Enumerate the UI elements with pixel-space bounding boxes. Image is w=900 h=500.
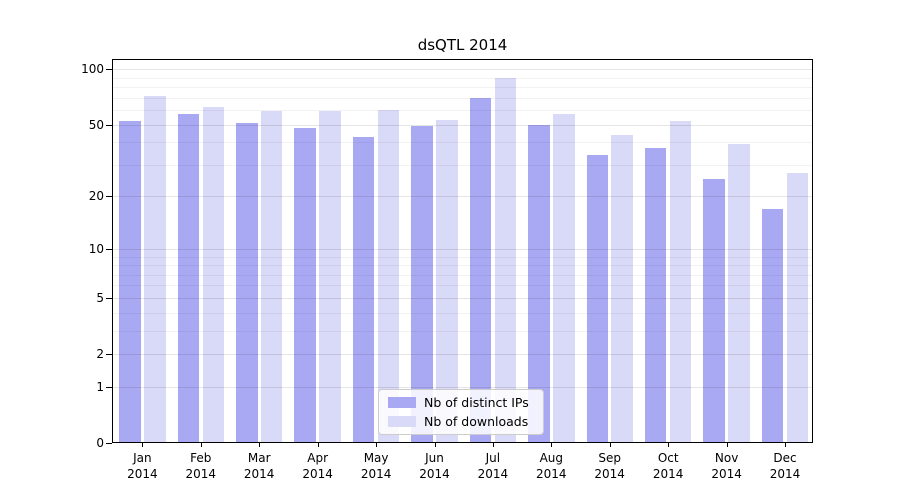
x-tick bbox=[726, 443, 728, 447]
bar-downloads-may bbox=[377, 110, 400, 443]
x-tick-label: Sep 2014 bbox=[594, 451, 625, 481]
chart-title: dsQTL 2014 bbox=[417, 36, 508, 54]
x-tick bbox=[434, 443, 436, 447]
y-tick bbox=[106, 386, 112, 388]
legend-swatch bbox=[388, 397, 416, 408]
legend: Nb of distinct IPs Nb of downloads bbox=[378, 389, 544, 435]
legend-item: Nb of distinct IPs bbox=[388, 395, 534, 410]
bar-downloads-oct bbox=[669, 121, 692, 443]
bar-downloads-jan bbox=[144, 95, 166, 443]
legend-swatch bbox=[388, 416, 416, 427]
plot-area bbox=[112, 59, 813, 443]
x-tick-label: Nov 2014 bbox=[711, 451, 742, 481]
bar-downloads-mar bbox=[260, 111, 283, 443]
y-tick-label: 1 bbox=[96, 379, 104, 394]
bar-distinct-ips-jun bbox=[411, 126, 433, 443]
bar-distinct-ips-oct bbox=[644, 148, 667, 443]
bar-downloads-jul bbox=[494, 77, 517, 443]
x-tick-label: Mar 2014 bbox=[243, 451, 275, 481]
bar-distinct-ips-mar bbox=[236, 122, 258, 443]
x-tick-label: Apr 2014 bbox=[302, 451, 333, 481]
bar-downloads-dec bbox=[786, 173, 809, 443]
x-tick bbox=[551, 443, 553, 447]
y-tick bbox=[106, 124, 112, 126]
y-tick bbox=[106, 354, 112, 355]
y-tick bbox=[106, 69, 112, 71]
y-tick-label: 5 bbox=[96, 290, 104, 305]
bar-distinct-ips-apr bbox=[294, 127, 316, 443]
bar-downloads-nov bbox=[728, 144, 750, 443]
legend-item: Nb of downloads bbox=[388, 414, 534, 429]
bar-downloads-sep bbox=[611, 134, 633, 443]
y-tick-label: 10 bbox=[88, 241, 104, 256]
major-gridline bbox=[112, 69, 813, 71]
bar-downloads-apr bbox=[319, 111, 341, 443]
x-tick bbox=[376, 443, 378, 447]
bar-distinct-ips-dec bbox=[761, 208, 784, 443]
bar-distinct-ips-jul bbox=[469, 97, 492, 443]
x-tick bbox=[785, 443, 786, 447]
x-tick bbox=[317, 443, 319, 447]
x-tick bbox=[200, 443, 202, 447]
x-tick bbox=[609, 443, 611, 447]
legend-label: Nb of downloads bbox=[424, 414, 529, 429]
y-tick-label: 0 bbox=[96, 436, 104, 450]
bar-downloads-feb bbox=[202, 107, 225, 443]
x-tick-label: May 2014 bbox=[360, 451, 392, 481]
y-tick-label: 2 bbox=[96, 347, 104, 361]
bar-distinct-ips-jan bbox=[119, 121, 141, 443]
minor-gridline bbox=[112, 77, 813, 79]
x-tick bbox=[668, 443, 670, 447]
y-tick bbox=[106, 196, 112, 198]
bar-distinct-ips-sep bbox=[586, 155, 609, 443]
x-tick-label: Jul 2014 bbox=[477, 451, 509, 481]
y-tick-label: 50 bbox=[88, 117, 104, 132]
bar-downloads-jun bbox=[436, 119, 458, 443]
x-tick-label: Oct 2014 bbox=[652, 451, 684, 481]
minor-gridline bbox=[112, 87, 813, 88]
bar-distinct-ips-feb bbox=[177, 114, 200, 443]
x-tick-label: Jan 2014 bbox=[127, 451, 158, 481]
bar-distinct-ips-may bbox=[352, 136, 375, 443]
x-tick-label: Dec 2014 bbox=[769, 451, 801, 481]
y-tick-label: 100 bbox=[81, 62, 104, 77]
bar-distinct-ips-aug bbox=[528, 124, 550, 443]
x-tick bbox=[492, 443, 494, 447]
x-tick-label: Feb 2014 bbox=[185, 451, 217, 481]
bar-distinct-ips-nov bbox=[703, 179, 725, 443]
x-tick bbox=[259, 443, 261, 447]
bar-downloads-aug bbox=[553, 114, 575, 443]
x-tick-label: Aug 2014 bbox=[536, 451, 567, 481]
x-tick-label: Jun 2014 bbox=[419, 451, 450, 481]
y-tick bbox=[106, 443, 112, 444]
legend-label: Nb of distinct IPs bbox=[424, 395, 529, 410]
y-tick bbox=[106, 297, 112, 299]
y-tick-label: 20 bbox=[88, 189, 104, 204]
minor-gridline bbox=[112, 97, 813, 99]
y-tick bbox=[106, 248, 112, 250]
x-tick bbox=[142, 443, 144, 447]
